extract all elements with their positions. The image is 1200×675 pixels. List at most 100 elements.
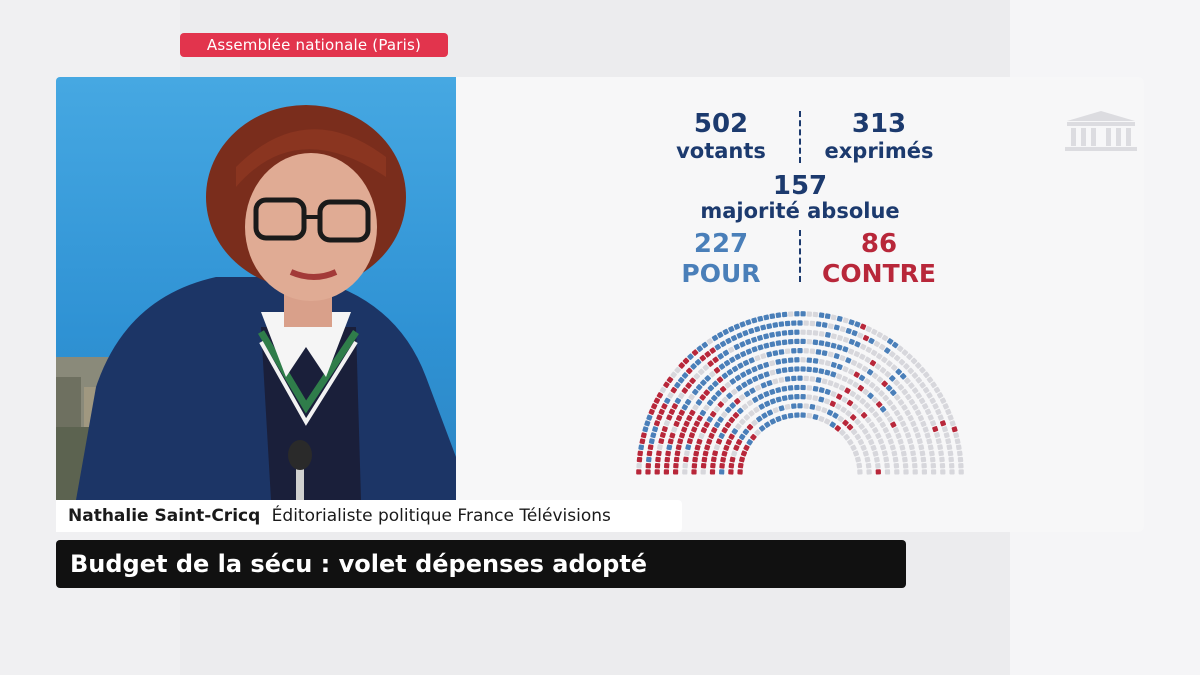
hemicycle-seat	[684, 398, 692, 406]
hemicycle-seat	[883, 410, 891, 418]
hemicycle-seat	[706, 338, 714, 345]
hemicycle-seat	[646, 450, 653, 457]
hemicycle-seat	[914, 432, 921, 439]
hemicycle-seat	[703, 404, 710, 412]
majorite-label: majorité absolue	[700, 199, 900, 223]
hemicycle-seat	[794, 338, 800, 345]
hemicycle-seat	[752, 375, 759, 383]
hemicycle-seat	[912, 469, 918, 475]
hemicycle-seat	[734, 374, 742, 382]
hemicycle-seat	[871, 396, 879, 404]
hemicycle-seat	[719, 386, 727, 393]
hemicycle-seat	[743, 390, 751, 398]
hemicycle-seat	[869, 359, 877, 367]
hemicycle-seat	[958, 469, 964, 475]
hemicycle-seat	[890, 404, 897, 412]
hemicycle-seat	[681, 404, 688, 411]
hemicycle-seat	[865, 346, 872, 353]
hemicycle-seat	[887, 438, 894, 445]
hemicycle-seat	[723, 359, 731, 367]
hemicycle-seat	[682, 469, 688, 475]
hemicycle-seat	[654, 469, 660, 475]
hemicycle-seat	[800, 357, 806, 363]
hemicycle-seat	[951, 426, 958, 433]
hemicycle-seat	[691, 426, 698, 433]
hemicycle-seat	[922, 386, 930, 394]
hemicycle-seat	[851, 330, 858, 337]
hemicycle-seat	[758, 403, 765, 410]
hemicycle-seat	[849, 390, 857, 398]
hemicycle-seat	[636, 456, 643, 463]
hemicycle-seat	[847, 378, 854, 385]
hemicycle-seat	[842, 346, 849, 353]
hemicycle-seat	[903, 469, 909, 475]
hemicycle-seat	[866, 469, 872, 475]
hemicycle-seat	[794, 329, 800, 335]
hemicycle-seat	[766, 409, 774, 416]
hemicycle-seat	[930, 469, 937, 475]
hemicycle-seat	[884, 370, 891, 378]
hemicycle-seat	[809, 320, 816, 327]
hemicycle-seat	[892, 456, 899, 463]
hemicycle-seat	[739, 341, 746, 348]
hemicycle-seat	[920, 420, 927, 427]
hemicycle-seat	[875, 469, 881, 475]
hemicycle-seat	[679, 432, 686, 439]
hemicycle-seat	[652, 426, 659, 433]
hemicycle-seat	[787, 385, 794, 391]
hemicycle-seat	[864, 416, 872, 424]
hemicycle-seat	[724, 421, 732, 429]
hemicycle-seat	[670, 386, 678, 394]
hemicycle-seat	[953, 432, 960, 439]
hemicycle-seat	[863, 378, 871, 385]
hemicycle-seat	[919, 450, 926, 457]
hemicycle-seat	[809, 348, 816, 354]
hemicycle-seat	[681, 372, 689, 379]
hemicycle-seat	[673, 456, 680, 463]
hemicycle-seat	[711, 394, 718, 402]
hemicycle-seat	[890, 364, 898, 371]
hemicycle-seat	[688, 432, 695, 439]
hemicycle-seat	[881, 334, 889, 342]
hemicycle-seat	[815, 321, 822, 327]
hemicycle-seat	[695, 384, 703, 391]
hemicycle-seat	[895, 368, 902, 376]
hemicycle-seat	[663, 462, 670, 469]
hemicycle-seat	[693, 373, 701, 380]
headline-banner: Budget de la sécu : volet dépenses adopt…	[56, 540, 906, 588]
hemicycle-seat	[791, 348, 797, 354]
hemicycle-seat	[731, 428, 739, 435]
hemicycle-seat	[818, 368, 825, 375]
hemicycle-seat	[881, 380, 888, 388]
hemicycle-seat	[728, 416, 736, 424]
hemicycle-seat	[677, 438, 684, 445]
hemicycle-seat	[812, 414, 819, 420]
hemicycle-seat	[918, 444, 925, 451]
hemicycle-seat	[857, 439, 865, 446]
exprimes-label: exprimés	[824, 139, 934, 163]
hemicycle-seat	[739, 418, 746, 426]
vote-divider	[799, 230, 801, 282]
hemicycle-seat	[639, 438, 646, 445]
hemicycle-seat	[775, 387, 782, 394]
hemicycle-seat	[893, 409, 901, 417]
hemicycle-seat	[732, 412, 740, 419]
hemicycle-seat	[663, 469, 670, 475]
hemicycle-seat	[910, 420, 917, 427]
hemicycle-seat	[842, 419, 849, 427]
hemicycle-seat	[713, 367, 721, 374]
hemicycle-seat	[751, 419, 758, 427]
hemicycle-seat	[769, 332, 775, 338]
hemicycle-seat	[854, 394, 862, 401]
hemicycle-seat	[862, 388, 869, 396]
hemicycle-seat	[905, 432, 912, 439]
hemicycle-seat	[848, 338, 855, 345]
hemicycle-seat	[800, 329, 806, 335]
hemicycle-seat	[833, 353, 840, 360]
hemicycle-seat	[784, 348, 791, 354]
hemicycle-seat	[787, 412, 794, 419]
hemicycle-seat	[830, 342, 837, 349]
hemicycle-seat	[733, 323, 740, 330]
hemicycle-seat	[806, 366, 812, 373]
hemicycle-seat	[689, 377, 696, 385]
